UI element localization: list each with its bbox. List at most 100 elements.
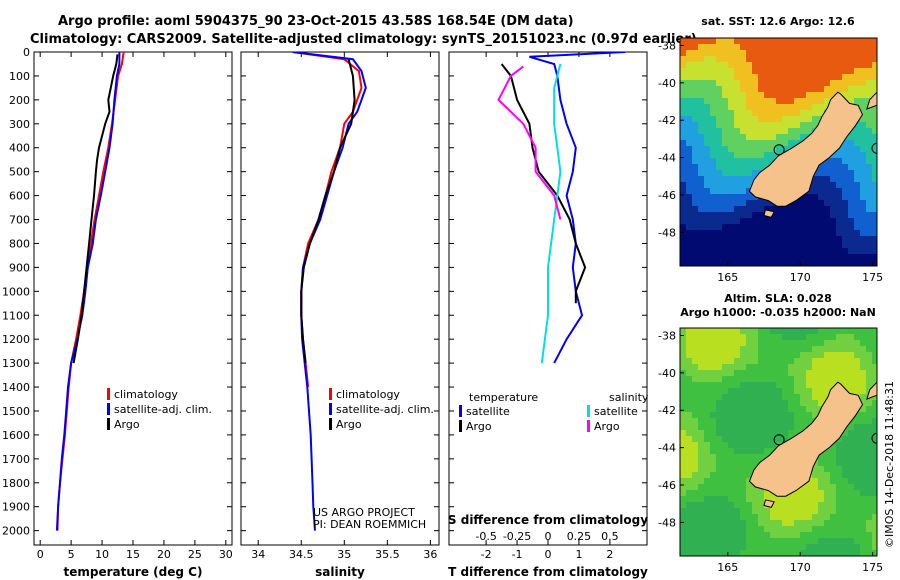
field-cell (728, 134, 734, 140)
field-cell (710, 140, 716, 146)
field-cell (722, 478, 728, 484)
field-cell (770, 412, 776, 418)
field-cell (770, 376, 776, 382)
field-cell (698, 382, 704, 388)
field-cell (722, 490, 728, 496)
field-cell (752, 116, 758, 122)
field-cell (692, 254, 698, 260)
field-cell (818, 520, 824, 526)
x-tick-label: 10 (95, 548, 109, 561)
field-cell (692, 502, 698, 508)
field-cell (752, 544, 758, 550)
field-cell (776, 146, 782, 152)
field-cell (824, 200, 830, 206)
field-cell (800, 424, 806, 430)
field-cell (752, 38, 758, 44)
field-cell (698, 260, 704, 266)
field-cell (794, 412, 800, 418)
field-cell (746, 242, 752, 248)
field-cell (794, 110, 800, 116)
field-cell (722, 538, 728, 544)
field-cell (704, 62, 710, 68)
field-cell (872, 86, 877, 92)
field-cell (728, 412, 734, 418)
field-cell (758, 56, 764, 62)
field-cell (710, 170, 716, 176)
field-cell (860, 340, 866, 346)
field-cell (776, 496, 782, 502)
field-cell (770, 508, 776, 514)
field-cell (776, 218, 782, 224)
field-cell (758, 388, 764, 394)
field-cell (758, 514, 764, 520)
field-cell (824, 212, 830, 218)
field-cell (722, 62, 728, 68)
field-cell (830, 38, 836, 44)
field-cell (800, 394, 806, 400)
field-cell (818, 478, 824, 484)
field-cell (704, 50, 710, 56)
field-cell (866, 74, 872, 80)
x-tick-label: 20 (157, 548, 171, 561)
field-cell (818, 38, 824, 44)
field-cell (734, 164, 740, 170)
field-cell (860, 128, 866, 134)
field-cell (728, 38, 734, 44)
field-cell (692, 508, 698, 514)
field-cell (770, 520, 776, 526)
field-cell (710, 128, 716, 134)
field-cell (782, 328, 788, 334)
field-cell (734, 520, 740, 526)
field-cell (704, 200, 710, 206)
field-cell (872, 424, 877, 430)
field-cell (854, 248, 860, 254)
field-cell (866, 520, 872, 526)
field-cell (782, 352, 788, 358)
field-cell (872, 254, 877, 260)
field-cell (722, 334, 728, 340)
field-cell (728, 152, 734, 158)
field-cell (722, 200, 728, 206)
field-cell (734, 224, 740, 230)
field-cell (734, 260, 740, 266)
field-cell (704, 44, 710, 50)
field-cell (758, 128, 764, 134)
field-cell (734, 376, 740, 382)
field-cell (758, 454, 764, 460)
field-cell (860, 478, 866, 484)
field-cell (704, 56, 710, 62)
field-cell (776, 80, 782, 86)
field-cell (740, 92, 746, 98)
field-cell (866, 328, 872, 334)
field-cell (722, 68, 728, 74)
field-cell (698, 62, 704, 68)
field-cell (860, 68, 866, 74)
field-cell (734, 254, 740, 260)
field-cell (746, 526, 752, 532)
field-cell (728, 164, 734, 170)
y-tick-label: 1300 (2, 357, 30, 370)
field-cell (806, 92, 812, 98)
field-cell (716, 44, 722, 50)
field-cell (842, 242, 848, 248)
field-cell (764, 418, 770, 424)
field-cell (836, 520, 842, 526)
field-cell (710, 508, 716, 514)
field-cell (698, 472, 704, 478)
field-cell (854, 86, 860, 92)
field-cell (716, 490, 722, 496)
field-cell (734, 538, 740, 544)
field-cell (872, 532, 877, 538)
field-cell (734, 334, 740, 340)
field-cell (842, 478, 848, 484)
field-cell (746, 170, 752, 176)
field-cell (728, 472, 734, 478)
field-cell (776, 38, 782, 44)
field-cell (800, 340, 806, 346)
field-cell (866, 164, 872, 170)
field-cell (704, 158, 710, 164)
field-cell (860, 110, 866, 116)
field-cell (698, 230, 704, 236)
field-cell (734, 128, 740, 134)
field-cell (836, 526, 842, 532)
